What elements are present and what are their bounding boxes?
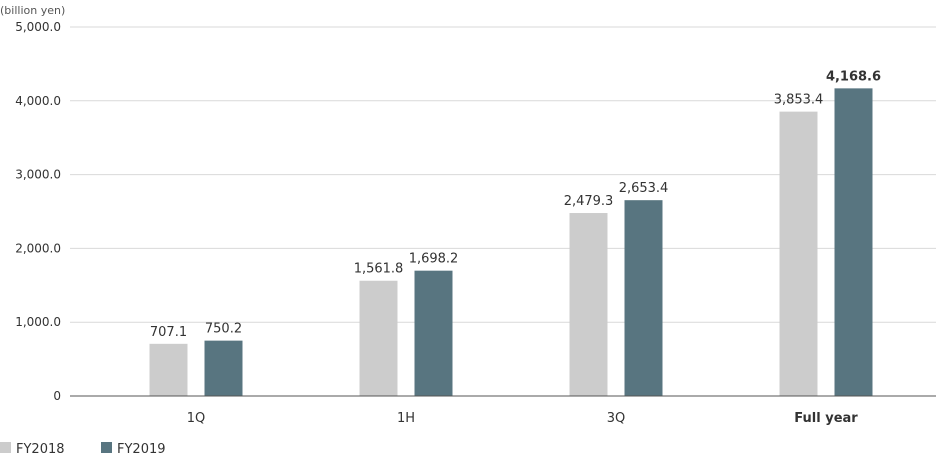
y-tick-label: 2,000.0: [15, 241, 61, 255]
bar-fy2019-1h: [414, 270, 453, 396]
x-category-label: 3Q: [607, 411, 626, 426]
y-tick-label: 3,000.0: [15, 168, 61, 182]
value-label: 2,653.4: [619, 181, 669, 196]
value-label: 1,698.2: [409, 252, 459, 267]
legend-swatch-fy2018: [0, 442, 11, 453]
value-label: 707.1: [150, 325, 187, 340]
bar-fy2018-1q: [149, 343, 188, 396]
bar-series: [149, 88, 873, 396]
value-labels: 707.1 750.2 1,561.8 1,698.2 2,479.3 2,653.4 3,…: [150, 69, 881, 339]
x-category-label: 1Q: [187, 411, 206, 426]
legend-label-fy2019: FY2019: [117, 442, 166, 456]
bar-fy2018-3q: [569, 213, 608, 396]
x-axis-categories: 1Q 1H 3Q Full year: [187, 411, 859, 426]
y-axis-unit-label: (billion yen): [0, 4, 65, 17]
bar-fy2019-full-year: [834, 88, 873, 396]
bar-fy2019-3q: [624, 200, 663, 396]
bar-fy2019-1q: [204, 340, 243, 396]
legend-swatch-fy2019: [101, 442, 112, 453]
legend-label-fy2018: FY2018: [16, 442, 65, 456]
value-label: 4,168.6: [826, 69, 881, 84]
value-label: 1,561.8: [354, 262, 404, 277]
y-tick-label: 0: [53, 389, 61, 403]
y-tick-label: 5,000.0: [15, 20, 61, 34]
y-tick-label: 4,000.0: [15, 94, 61, 108]
y-tick-label: 1,000.0: [15, 315, 61, 329]
value-label: 3,853.4: [774, 93, 824, 108]
value-label: 2,479.3: [564, 194, 614, 209]
value-label: 750.2: [205, 322, 242, 337]
legend: FY2018 FY2019: [0, 442, 166, 456]
x-category-label: Full year: [794, 411, 858, 426]
bar-fy2018-1h: [359, 280, 398, 396]
y-axis-ticks: 0 1,000.0 2,000.0 3,000.0 4,000.0 5,000.0: [15, 20, 61, 403]
x-category-label: 1H: [397, 411, 415, 426]
bar-fy2018-full-year: [779, 111, 818, 396]
